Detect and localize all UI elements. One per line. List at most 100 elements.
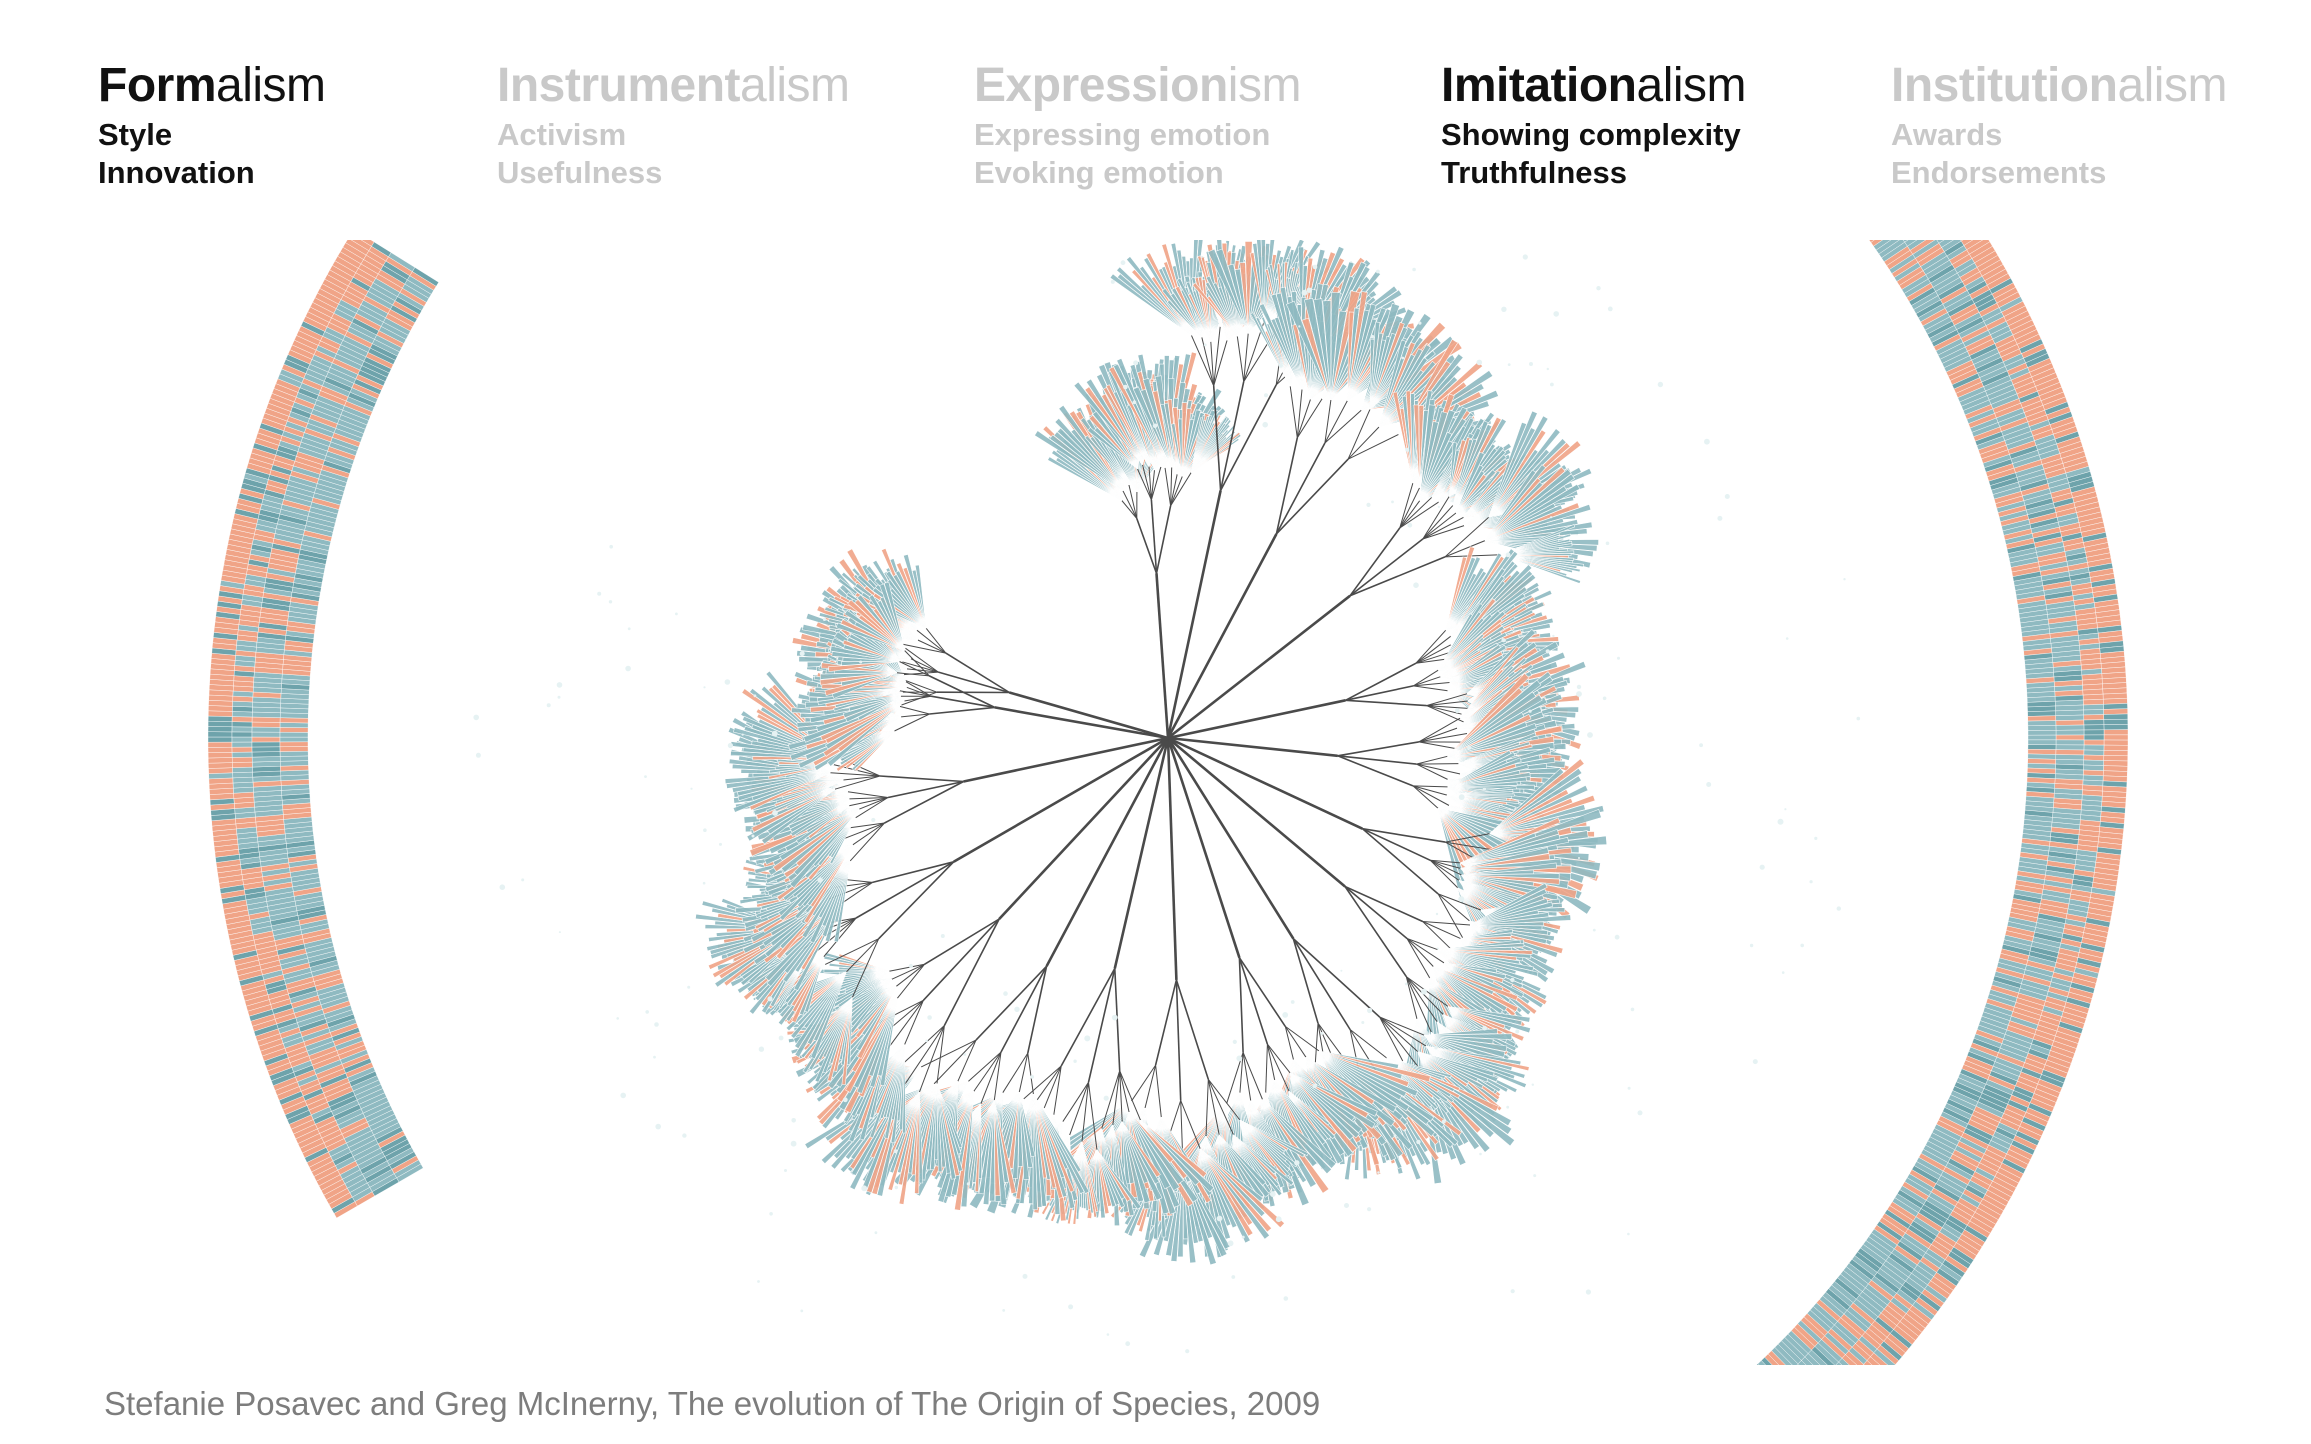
title-bold-part: Institution — [1891, 59, 2118, 112]
tree-branch — [1175, 979, 1182, 1101]
tree-branch — [1213, 326, 1221, 386]
ring-segment — [207, 746, 233, 753]
ring-segment — [231, 751, 253, 758]
ring-segment — [232, 761, 253, 768]
ring-segment — [2027, 739, 2057, 746]
ring-segment — [2027, 749, 2057, 755]
ring-segment — [2083, 719, 2105, 726]
ring-segment — [251, 721, 281, 728]
right-arc-band — [1756, 240, 2129, 1365]
tree-branch — [1275, 437, 1299, 535]
ring-segment — [2055, 734, 2085, 741]
ring-segment — [207, 736, 233, 743]
ring-segment — [231, 721, 253, 728]
tree-branch — [1379, 1016, 1404, 1062]
tree-branch — [1337, 741, 1419, 757]
ring-segment — [207, 752, 233, 759]
ring-segment — [208, 767, 233, 774]
ring-segment — [231, 711, 253, 718]
tree-branch — [1422, 921, 1452, 950]
column-title: Formalism — [98, 56, 518, 116]
ring-segment — [207, 741, 233, 748]
ring-segment — [251, 731, 281, 738]
ring-segment — [2083, 739, 2105, 746]
ring-segment — [2103, 729, 2129, 736]
column-item: Activism — [497, 117, 627, 152]
ring-segment — [231, 741, 253, 748]
tree-branch — [1422, 496, 1450, 540]
tree-branch — [1345, 662, 1417, 702]
ring-segment — [2027, 744, 2057, 750]
tree-branch — [1444, 554, 1501, 558]
tree-branch — [1324, 409, 1362, 444]
ring-segment — [251, 716, 281, 723]
tree-branches — [473, 240, 1861, 1354]
tree-branch — [1289, 386, 1298, 438]
ring-segment — [2083, 764, 2104, 771]
title-bold-part: Form — [98, 59, 217, 112]
ring-segment — [2083, 759, 2104, 766]
ring-segment — [2103, 755, 2129, 762]
tree-branch — [1166, 737, 1241, 959]
tree-branch — [1238, 957, 1244, 1053]
ring-segment — [2027, 725, 2057, 731]
ring-segment — [2082, 693, 2104, 701]
header-column-instrumentalism: Instrumentalism Activism Usefulness — [497, 56, 917, 192]
tree-branch — [1416, 755, 1448, 765]
column-item: Innovation — [98, 155, 255, 190]
tree-branch — [1413, 685, 1448, 692]
tree-branch — [1166, 490, 1222, 739]
tree-branch — [1144, 1064, 1157, 1109]
tree-branch — [1347, 433, 1399, 460]
tree-branch — [1167, 699, 1346, 740]
tree-branch — [1242, 1052, 1263, 1100]
ring-segment — [2103, 718, 2129, 725]
ring-segment — [2027, 734, 2057, 741]
ring-segment — [279, 727, 309, 733]
tree-branch — [1238, 957, 1286, 1027]
header-column-expressionism: Expressionism Expressing emotion Evoking… — [974, 56, 1394, 192]
ring-segment — [2083, 704, 2104, 711]
tree-branch — [1292, 938, 1351, 1030]
tree-branch — [1275, 458, 1349, 535]
ring-segment — [279, 755, 309, 762]
tree-branch — [1406, 938, 1431, 979]
ring-segment — [2103, 765, 2128, 772]
ring-segment — [2055, 729, 2085, 736]
ring-segment — [232, 776, 254, 784]
ring-segment — [2083, 749, 2105, 756]
title-rest-part: alism — [216, 59, 326, 112]
ring-segment — [2103, 703, 2128, 710]
ring-segment — [2027, 753, 2057, 760]
tree-branch — [1265, 1044, 1268, 1093]
ring-segment — [2027, 730, 2057, 736]
column-item: Showing complexity — [1441, 117, 1741, 152]
ring-segment — [207, 726, 233, 733]
ring-segment — [279, 722, 309, 728]
ring-segment — [279, 741, 309, 748]
ring-segment — [2083, 734, 2105, 741]
column-title: Imitationalism — [1441, 56, 1861, 116]
ring-segment — [2055, 754, 2085, 761]
ring-segment — [231, 716, 253, 723]
tree-branch — [1347, 426, 1380, 460]
header-column-formalism: Formalism Style Innovation — [98, 56, 518, 192]
ring-segment — [279, 736, 309, 743]
column-item: Evoking emotion — [974, 155, 1224, 190]
ring-segment — [2083, 709, 2104, 716]
tree-branch — [1416, 763, 1459, 765]
tree-branch — [1238, 957, 1269, 1045]
ring-segment — [280, 760, 309, 767]
tree-branch — [1416, 763, 1449, 780]
tree-branch — [1242, 1052, 1252, 1101]
tree-branch — [1292, 938, 1319, 1024]
radial-tree-artwork — [207, 240, 2129, 1365]
ring-segment — [2055, 739, 2085, 746]
ring-segment — [231, 726, 253, 733]
title-rest-part: alism — [1636, 59, 1747, 112]
ring-segment — [232, 771, 254, 779]
ring-segment — [2055, 709, 2084, 716]
ring-segment — [208, 762, 233, 769]
ring-segment — [2103, 744, 2129, 751]
title-bold-part: Instrument — [497, 59, 741, 112]
